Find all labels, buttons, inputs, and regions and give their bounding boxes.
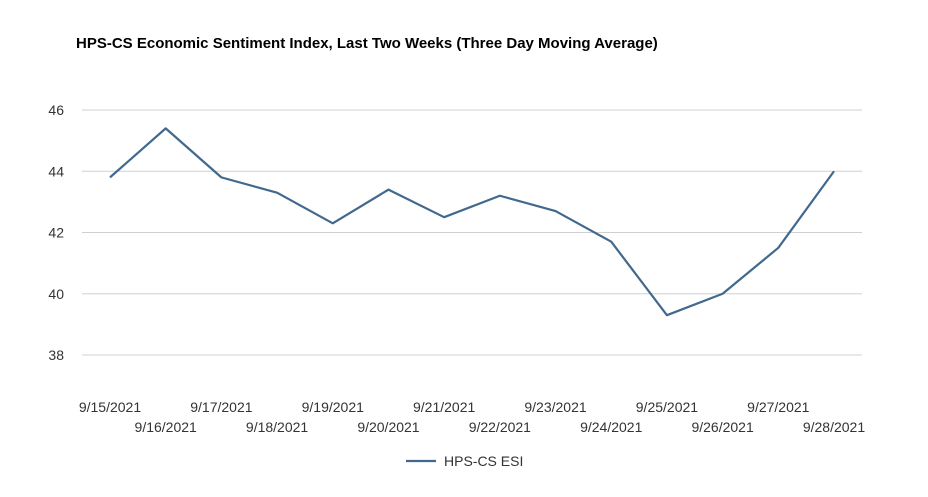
data-point[interactable] — [218, 174, 224, 180]
x-tick-label: 9/16/2021 — [135, 419, 197, 435]
y-tick-label: 46 — [48, 102, 64, 118]
x-tick-label: 9/21/2021 — [413, 399, 475, 415]
x-tick-label: 9/27/2021 — [747, 399, 809, 415]
data-point[interactable] — [497, 193, 503, 199]
x-tick-label: 9/28/2021 — [803, 419, 865, 435]
data-point[interactable] — [274, 190, 280, 196]
gridlines — [82, 109, 862, 356]
x-tick-label: 9/17/2021 — [190, 399, 252, 415]
data-point[interactable] — [441, 214, 447, 220]
y-tick-label: 44 — [48, 163, 64, 179]
y-tick-label: 42 — [48, 225, 64, 241]
data-point[interactable] — [608, 239, 614, 245]
legend-label: HPS-CS ESI — [444, 453, 523, 469]
x-tick-label: 9/26/2021 — [691, 419, 753, 435]
y-axis: 38 40 42 44 46 — [48, 102, 64, 363]
x-tick-label: 9/25/2021 — [636, 399, 698, 415]
data-point[interactable] — [720, 291, 726, 297]
y-tick-label: 40 — [48, 286, 64, 302]
series-layer — [107, 125, 837, 318]
x-tick-label: 9/22/2021 — [469, 419, 531, 435]
data-point[interactable] — [831, 168, 837, 174]
x-tick-label: 9/23/2021 — [524, 399, 586, 415]
data-point[interactable] — [107, 174, 113, 180]
series-line[interactable] — [109, 127, 835, 317]
y-tick-label: 38 — [48, 347, 64, 363]
x-axis: 9/15/2021 9/16/2021 9/17/2021 9/18/2021 9/19… — [79, 399, 865, 435]
data-point[interactable] — [775, 245, 781, 251]
data-point[interactable] — [163, 125, 169, 131]
chart-title: HPS-CS Economic Sentiment Index, Last Tw… — [76, 35, 658, 52]
x-tick-label: 9/18/2021 — [246, 419, 308, 435]
data-point[interactable] — [330, 220, 336, 226]
x-tick-label: 9/24/2021 — [580, 419, 642, 435]
x-tick-label: 9/15/2021 — [79, 399, 141, 415]
legend[interactable]: HPS-CS ESI — [406, 453, 523, 469]
data-point[interactable] — [664, 312, 670, 318]
x-tick-label: 9/19/2021 — [302, 399, 364, 415]
data-point[interactable] — [385, 187, 391, 193]
data-point[interactable] — [553, 208, 559, 214]
x-tick-label: 9/20/2021 — [357, 419, 419, 435]
